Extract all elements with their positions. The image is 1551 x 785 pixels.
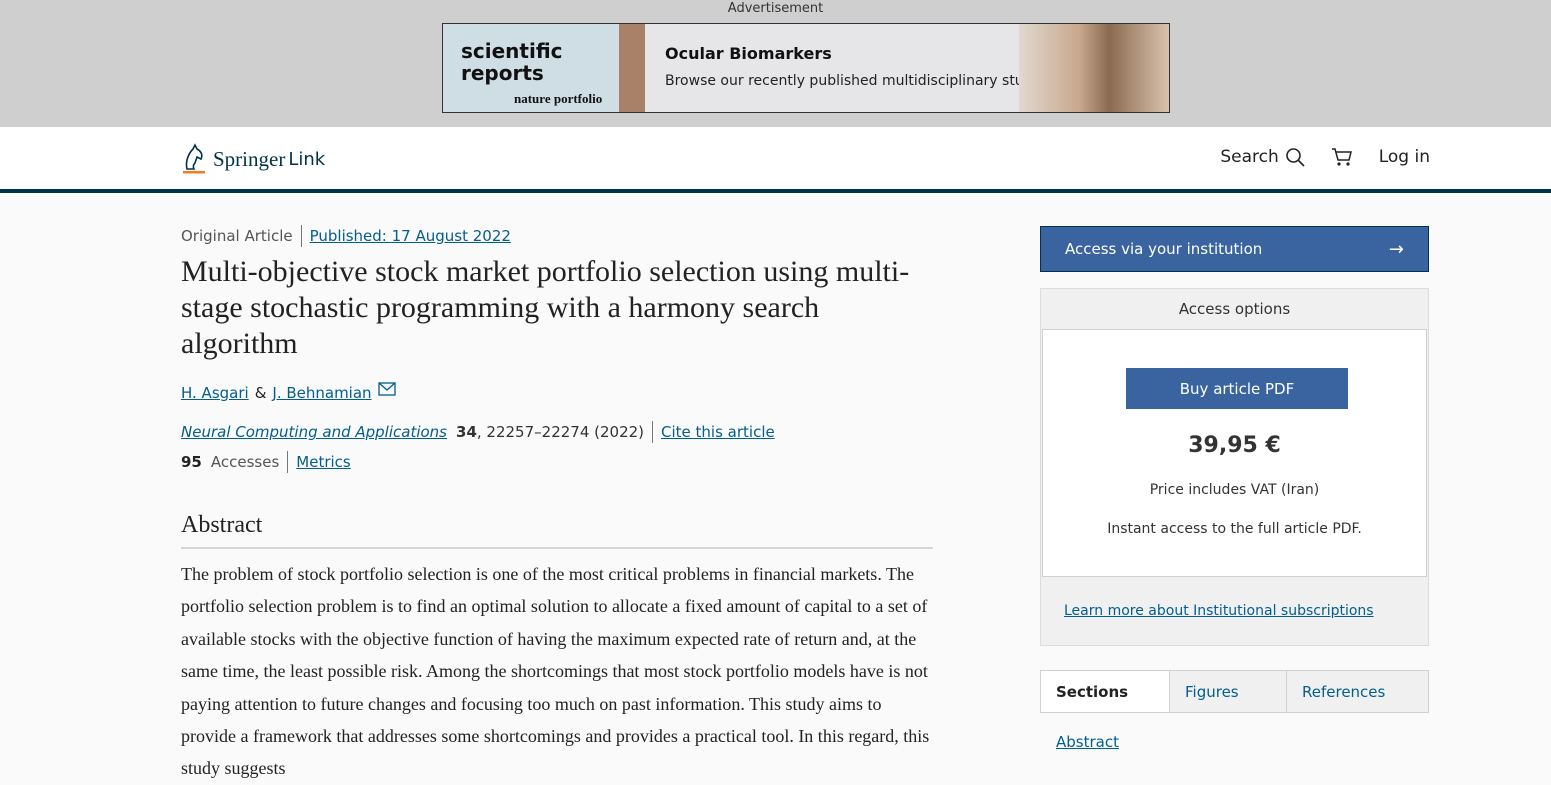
toc: Abstract (1040, 733, 1429, 751)
toc-link[interactable]: Abstract (1056, 733, 1119, 751)
author-separator: & (254, 384, 267, 402)
tab[interactable]: Sections (1041, 671, 1169, 712)
accesses-count: 95 (181, 453, 202, 471)
login-link[interactable]: Log in (1378, 147, 1430, 167)
learn-more-row: Learn more about Institutional subscript… (1041, 577, 1428, 645)
volume: 34 (456, 423, 477, 441)
separator (300, 225, 302, 247)
cite-link[interactable]: Cite this article (661, 423, 775, 441)
author-link[interactable]: J. Behnamian (272, 384, 372, 402)
metrics-link[interactable]: Metrics (296, 453, 351, 471)
article: Original Article Published: 17 August 20… (181, 222, 933, 785)
ad-portfolio: nature portfolio (514, 91, 603, 106)
ad-image (1019, 24, 1169, 112)
ad-brand: scientific reports (461, 39, 563, 85)
search-button[interactable]: Search (1220, 147, 1305, 167)
ad-banner[interactable]: scientific reports nature portfolio Ocul… (442, 23, 1170, 113)
authors: H. Asgari & J. Behnamian (181, 382, 933, 402)
logo-text: Springer (213, 146, 286, 171)
ad-brand-box: scientific reports nature portfolio (443, 24, 619, 112)
arrow: → (1388, 238, 1404, 260)
nav-label: Search (1220, 147, 1279, 167)
tab[interactable]: References (1286, 671, 1428, 712)
pages: , 22257–22274 (2022) (476, 423, 645, 441)
metrics-row: 95 Accesses Metrics (181, 450, 933, 474)
instant-note: Instant access to the full article PDF. (1107, 521, 1362, 537)
separator (652, 421, 654, 443)
ad-headline: Ocular Biomarkers (665, 44, 832, 63)
ad-subline: Browse our recently published multidisci… (665, 73, 1053, 89)
article-type: Original Article (181, 227, 293, 245)
sidebar: Access via your institution → Access opt… (1040, 226, 1429, 751)
separator (287, 451, 289, 473)
institution-button[interactable]: Access via your institution → (1040, 226, 1429, 272)
email-icon[interactable] (377, 382, 396, 396)
logo[interactable]: Springer Link (181, 143, 325, 175)
citation: Neural Computing and Applications 34 , 2… (181, 420, 933, 444)
purchase-box: Buy article PDF 39,95 € Price includes V… (1042, 329, 1427, 577)
article-title: Multi-objective stock market portfolio s… (181, 255, 910, 360)
logo-icon (183, 143, 205, 174)
author-link[interactable]: H. Asgari (181, 384, 249, 402)
button-label: Access via your institution (1065, 240, 1263, 258)
cart-icon[interactable] (1331, 147, 1353, 167)
ad-area: Advertisement scientific reports nature … (0, 0, 1551, 127)
ad-stripe (619, 24, 645, 112)
journal-link[interactable]: Neural Computing and Applications (181, 423, 448, 441)
price: 39,95 € (1188, 433, 1281, 458)
published-date[interactable]: Published: 17 August 2022 (309, 227, 511, 245)
abstract-heading: Abstract (181, 512, 933, 549)
ad-label: Advertisement (727, 1, 824, 16)
access-options: Access options Buy article PDF 39,95 € P… (1040, 288, 1429, 646)
access-options-heading: Access options (1178, 300, 1291, 318)
article-meta: Original Article Published: 17 August 20… (181, 222, 933, 250)
abstract-text: The problem of stock portfolio selection… (181, 564, 930, 779)
learn-more-link[interactable]: Learn more about Institutional subscript… (1064, 603, 1374, 619)
tabs: Sections Figures References (1040, 670, 1429, 713)
vat-note: Price includes VAT (Iran) (1149, 482, 1320, 498)
tab[interactable]: Figures (1169, 671, 1286, 712)
logo-text: Link (288, 148, 326, 170)
site-header: Springer Link Search Log in (0, 127, 1551, 193)
accesses-label: Accesses (210, 453, 280, 471)
search-icon (1285, 148, 1305, 167)
buy-button[interactable]: Buy article PDF (1126, 368, 1348, 409)
nav: Search Log in (1220, 147, 1430, 167)
